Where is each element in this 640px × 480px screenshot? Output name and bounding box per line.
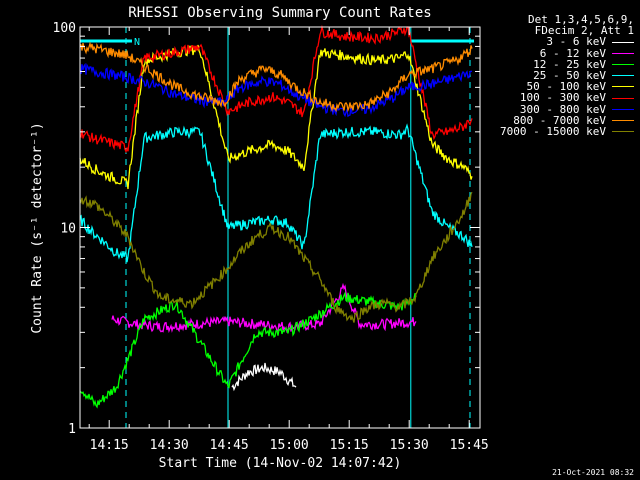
legend-label-5: 100 - 300 keV <box>519 91 606 105</box>
x-tick-label-1: 14:30 <box>150 438 189 453</box>
legend-entry-1: 6 - 12 keV <box>500 46 634 60</box>
series-line-3 <box>79 123 473 263</box>
x-tick-label-5: 15:30 <box>390 438 429 453</box>
x-tick-label-0: 14:15 <box>90 438 129 453</box>
series-line-5 <box>79 24 473 154</box>
legend-label-8: 7000 - 15000 keV <box>500 125 606 139</box>
legend-label-1: 6 - 12 keV <box>539 46 606 60</box>
y-tick-label-1: 10 <box>60 222 76 237</box>
legend-entry-2: 12 - 25 keV <box>500 59 634 70</box>
legend-entries: 3 - 6 keV 6 - 12 keV 12 - 25 keV 25 - 50 ke… <box>500 36 634 137</box>
legend-swatch-2 <box>612 63 634 65</box>
legend-label-0: 3 - 6 keV <box>546 35 606 49</box>
legend-label-3: 25 - 50 keV <box>533 69 606 83</box>
series-line-8 <box>79 191 473 323</box>
x-tick-label-4: 15:15 <box>330 438 369 453</box>
y-axis: 1 10 100 <box>53 21 480 437</box>
legend-entry-8: 7000 - 15000 keV <box>500 126 634 137</box>
series-line-4 <box>79 44 473 190</box>
legend-entry-7: 800 - 7000 keV <box>500 115 634 126</box>
y-tick-label-2: 100 <box>53 21 76 36</box>
x-tick-label-2: 14:45 <box>210 438 249 453</box>
chart-title: RHESSI Observing Summary Count Rates <box>128 5 431 21</box>
series-line-2 <box>79 291 417 409</box>
legend-entry-4: 50 - 100 keV <box>500 81 634 92</box>
legend-swatch-4 <box>612 86 634 88</box>
series-line-6 <box>79 62 473 118</box>
x-tick-label-3: 15:00 <box>270 438 309 453</box>
y-tick-label-0: 1 <box>68 422 76 437</box>
legend-swatch-8 <box>612 131 634 133</box>
series-layer <box>79 24 473 409</box>
x-tick-label-6: 15:45 <box>450 438 489 453</box>
legend-entry-3: 25 - 50 keV <box>500 70 634 81</box>
legend-entry-5: 100 - 300 keV <box>500 91 634 105</box>
series-line-1 <box>111 282 417 334</box>
series-line-0 <box>231 362 297 392</box>
legend-swatch-7 <box>612 119 634 121</box>
legend: Det 1,3,4,5,6,9, FDecim 2, Att 1 3 - 6 k… <box>500 14 634 137</box>
legend-label-6: 300 - 800 keV <box>519 102 606 116</box>
legend-swatch-0 <box>612 41 634 43</box>
legend-swatch-6 <box>612 108 634 110</box>
detector-list: Det 1,3,4,5,6,9, <box>528 13 634 26</box>
timestamp: 21-Oct-2021 08:32 <box>552 468 634 477</box>
legend-swatch-1 <box>612 52 634 54</box>
x-axis: 14:15 14:30 14:45 15:00 15:15 15:30 15:45 <box>88 27 489 453</box>
legend-entry-0: 3 - 6 keV <box>500 35 634 49</box>
legend-swatch-3 <box>612 75 634 77</box>
plot-frame <box>79 26 481 429</box>
legend-label-2: 12 - 25 keV <box>533 57 606 71</box>
series-line-7 <box>79 41 473 113</box>
night-marker-label: N <box>134 37 140 48</box>
y-axis-label: Count Rate (s⁻¹ detector⁻¹) <box>30 122 45 333</box>
marker-layer: N <box>80 27 474 428</box>
legend-swatch-5 <box>612 97 634 99</box>
legend-label-7: 800 - 7000 keV <box>513 113 606 127</box>
x-axis-label: Start Time (14-Nov-02 14:07:42) <box>159 456 402 471</box>
legend-entry-6: 300 - 800 keV <box>500 102 634 116</box>
config-info: FDecim 2, Att 1 <box>534 24 634 38</box>
legend-label-4: 50 - 100 keV <box>526 80 606 94</box>
